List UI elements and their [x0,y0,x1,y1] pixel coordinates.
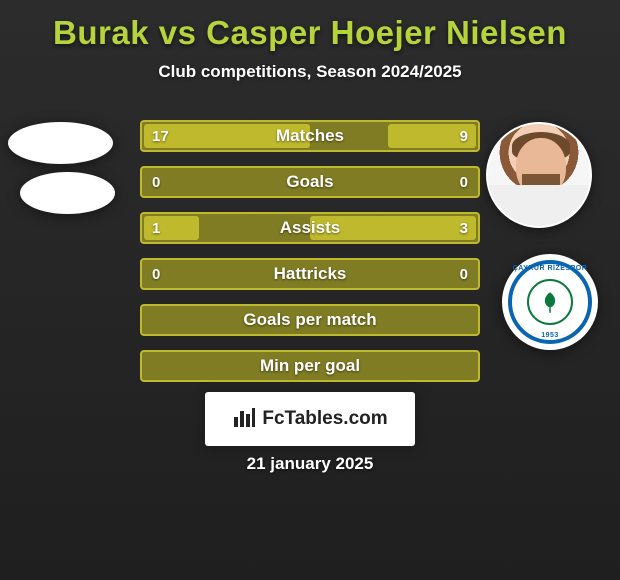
stat-label: Hattricks [274,264,347,284]
stat-value-right: 0 [460,174,468,191]
stat-row: 1 3 Assists [140,212,480,244]
comparison-card: Burak vs Casper Hoejer Nielsen Club comp… [0,0,620,580]
stat-label: Goals per match [243,310,376,330]
subtitle: Club competitions, Season 2024/2025 [0,62,620,82]
club-name-text: ÇAYKUR RİZESPOR [513,265,588,272]
stat-label: Goals [286,172,333,192]
stat-value-right: 0 [460,266,468,283]
stat-label: Assists [280,218,340,238]
stat-value-left: 17 [152,128,169,145]
stat-row: Min per goal [140,350,480,382]
stat-row: 17 9 Matches [140,120,480,152]
avatar-placeholder-body [20,172,115,214]
page-title: Burak vs Casper Hoejer Nielsen [0,14,620,52]
stat-row: 0 0 Hattricks [140,258,480,290]
avatar-placeholder-head [8,122,113,164]
stats-container: 17 9 Matches 0 0 Goals 1 3 Assists 0 0 Hattricks Goa… [140,120,480,396]
stat-label: Min per goal [260,356,360,376]
brand-text: FcTables.com [262,408,387,430]
stat-value-left: 0 [152,266,160,283]
club-leaf-icon [527,279,573,325]
club-badge-right: ÇAYKUR RİZESPOR 1953 [502,254,598,350]
stat-value-left: 0 [152,174,160,191]
stat-label: Matches [276,126,344,146]
footer-date: 21 january 2025 [0,454,620,474]
stat-row: Goals per match [140,304,480,336]
player-right-avatar [486,122,592,228]
stat-value-right: 9 [460,128,468,145]
stat-value-left: 1 [152,220,160,237]
brand-badge: FcTables.com [205,392,415,446]
stat-row: 0 0 Goals [140,166,480,198]
club-year: 1953 [541,332,559,339]
stat-value-right: 3 [460,220,468,237]
player-left-avatar [8,114,113,219]
bars-icon [232,405,256,434]
